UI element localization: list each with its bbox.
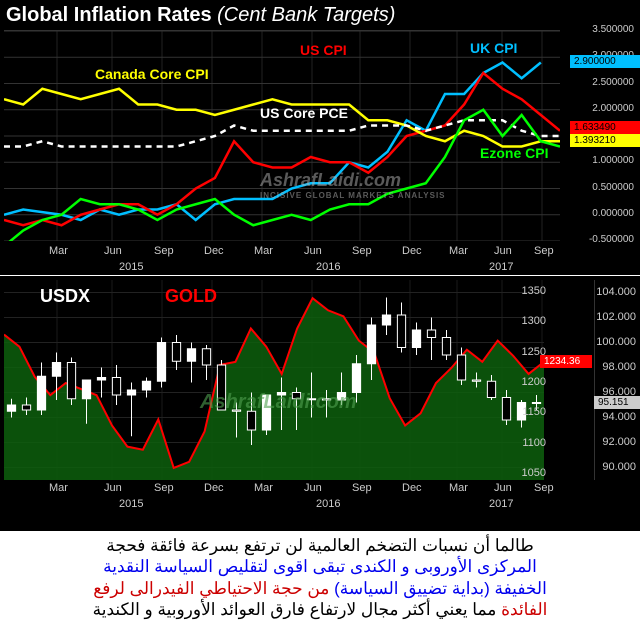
y-tick: 0.000000 [574,208,634,219]
x-tick: Sep [154,482,174,494]
y-tick: 3.500000 [574,24,634,35]
value-flag: 1.633490 [570,121,640,134]
y-tick-left: 1100 [522,437,546,449]
caption-line4b: مما يعني أكثر مجال لارتفاع فارق العوائد … [93,600,501,619]
x-tick: Sep [352,482,372,494]
y-tick-right: 102.000 [596,311,636,323]
y-tick-left: 1150 [522,406,546,418]
x-year: 2016 [316,498,340,510]
x-tick: Dec [204,482,224,494]
y-tick: 0.500000 [574,182,634,193]
gold-label: GOLD [165,286,217,307]
y-tick-right: 104.000 [596,286,636,298]
top-x-axis: Mar Jun Sep Dec Mar Jun Sep Dec Mar Jun Sep 2015 201… [4,243,560,277]
x-tick: Jun [104,482,122,494]
y-tick: 1.000000 [574,155,634,166]
x-tick: Mar [254,482,273,494]
usdx-gold-chart: USDX GOLD AshrafLaidi.com 13501300125012… [0,275,640,530]
x-tick: Sep [352,245,372,257]
x-tick: Jun [304,482,322,494]
caption-line3b: من حجة الاحتياطي الفيدرالى لرفع [93,579,334,598]
series-label-ez: Ezone CPI [480,145,548,161]
bot-plot-area [4,280,544,480]
bot-y-axis-right: 104.000102.000100.00098.00096.00094.0009… [594,280,640,480]
title-sub: (Cent Bank Targets) [217,4,395,26]
y-tick-right: 92.000 [602,436,636,448]
x-year: 2015 [119,261,143,273]
series-label-pce: US Core PCE [260,105,348,121]
x-tick: Mar [49,482,68,494]
caption-line2: المركزى الأوروبى و الكندى تبقى اقوى لتقل… [103,557,537,576]
series-label-ca: Canada Core CPI [95,66,209,82]
gold-flag: 1234.36 [540,355,592,368]
y-tick-right: 98.000 [602,361,636,373]
watermark-top: AshrafLaidi.com INCISIVE GLOBAL MARKETS … [260,170,446,200]
value-flag: 1.393210 [570,134,640,147]
usdx-label: USDX [40,286,90,307]
arabic-caption: طالما أن نسبات التضخم العالمية لن ترتفع … [0,531,640,623]
top-plot-area [4,30,560,240]
watermark-bot: AshrafLaidi.com [200,391,357,414]
top-svg [4,31,560,241]
bot-svg [4,280,544,480]
x-tick: Jun [494,245,512,257]
chart-container: Global Inflation Rates (Cent Bank Target… [0,0,640,623]
x-tick: Dec [402,245,422,257]
y-tick-right: 94.000 [602,411,636,423]
y-tick: 2.000000 [574,103,634,114]
y-tick: -0.500000 [574,234,634,245]
x-year: 2017 [489,261,513,273]
x-tick: Sep [154,245,174,257]
y-tick-right: 100.000 [596,336,636,348]
chart-title: Global Inflation Rates (Cent Bank Target… [6,4,395,27]
x-tick: Sep [534,482,554,494]
title-main: Global Inflation Rates [6,4,217,26]
x-tick: Mar [449,245,468,257]
usdx-flag: 95.151 [594,396,640,409]
x-year: 2015 [119,498,143,510]
x-tick: Mar [254,245,273,257]
x-tick: Dec [204,245,224,257]
series-label-us: US CPI [300,42,347,58]
caption-line4a: الفائدة [501,600,547,619]
x-tick: Jun [104,245,122,257]
y-tick: 2.500000 [574,77,634,88]
caption-line3a: الخفيفة (بداية تضييق السياسة) [334,579,547,598]
x-year: 2016 [316,261,340,273]
x-tick: Mar [49,245,68,257]
y-tick-right: 90.000 [602,461,636,473]
y-tick-left: 1200 [522,376,546,388]
value-flag: 2.900000 [570,55,640,68]
series-label-uk: UK CPI [470,40,517,56]
x-tick: Dec [402,482,422,494]
y-tick-left: 1300 [522,315,546,327]
x-tick: Mar [449,482,468,494]
x-tick: Jun [494,482,512,494]
x-year: 2017 [489,498,513,510]
y-tick-left: 1050 [522,467,546,479]
x-tick: Jun [304,245,322,257]
inflation-chart: Global Inflation Rates (Cent Bank Target… [0,0,640,275]
y-tick-left: 1350 [522,285,546,297]
bot-x-axis: Mar Jun Sep Dec Mar Jun Sep Dec Mar Jun Sep 2015 201… [4,480,560,530]
bot-y-axis-left: 1350130012501200115011001050 [504,280,550,480]
x-tick: Sep [534,245,554,257]
caption-line1: طالما أن نسبات التضخم العالمية لن ترتفع … [106,536,534,555]
